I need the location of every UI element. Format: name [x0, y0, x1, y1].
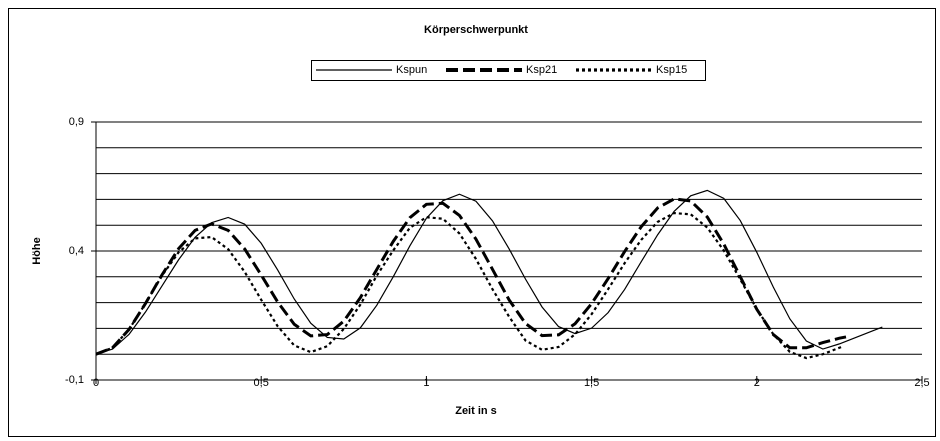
- chart-title: Körperschwerpunkt: [424, 24, 528, 36]
- x-tick-label: 0,5: [254, 377, 269, 389]
- series-line: [95, 197, 847, 356]
- series-line: [95, 189, 883, 355]
- x-tick-label: 1: [423, 377, 429, 389]
- series-line: [95, 211, 844, 360]
- y-axis-label: Höhe: [31, 237, 43, 265]
- x-tick-label: 2: [754, 377, 760, 389]
- x-axis-label: Zeit in s: [455, 405, 497, 417]
- x-tick-label: 2,5: [914, 377, 929, 389]
- y-tick-label: -0,1: [65, 374, 84, 386]
- x-tick-label: 1,5: [584, 377, 599, 389]
- x-tick-label: 0: [93, 377, 99, 389]
- legend-label: Kspun: [396, 64, 427, 76]
- legend-label: Ksp15: [656, 64, 687, 76]
- y-tick-label: 0,9: [69, 116, 84, 128]
- y-tick-label: 0,4: [69, 245, 84, 257]
- legend-label: Ksp21: [526, 64, 557, 76]
